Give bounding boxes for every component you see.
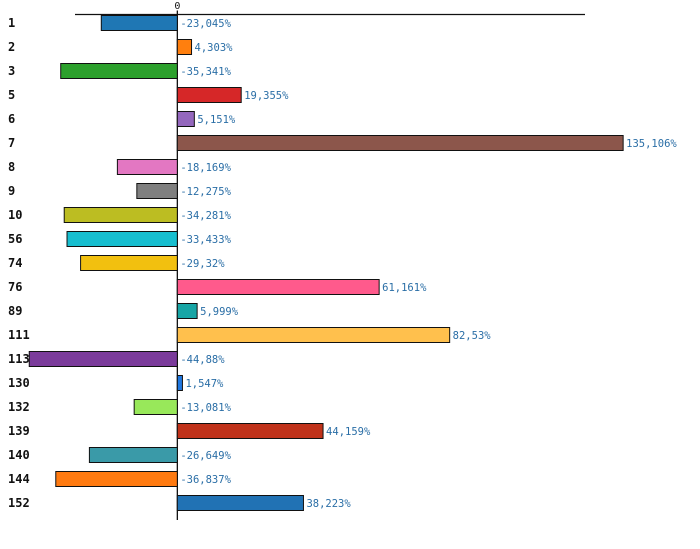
category-label: 9: [8, 184, 15, 198]
data-label: 5,151%: [197, 114, 236, 126]
data-label: -13,081%: [180, 402, 231, 414]
data-label: 4,303%: [195, 42, 234, 54]
category-label: 2: [8, 40, 15, 54]
category-label: 140: [8, 448, 30, 462]
data-label: -34,281%: [180, 210, 231, 222]
category-label: 76: [8, 280, 22, 294]
category-label: 5: [8, 88, 15, 102]
bar: [136, 183, 178, 199]
category-label: 113: [8, 352, 30, 366]
data-label: -18,169%: [180, 162, 231, 174]
x-tick-label-zero: 0: [174, 1, 180, 12]
data-label: -35,341%: [180, 66, 231, 78]
bar: [176, 39, 193, 55]
data-label: -12,275%: [180, 186, 231, 198]
bar: [80, 255, 178, 271]
bar: [176, 303, 198, 319]
category-label: 3: [8, 64, 15, 78]
data-label: 38,223%: [306, 498, 351, 510]
bar: [176, 375, 183, 391]
bar: [176, 87, 242, 103]
category-label: 111: [8, 328, 30, 342]
data-label: 5,999%: [200, 306, 239, 318]
data-label: -26,649%: [180, 450, 231, 462]
data-label: -23,045%: [180, 18, 231, 30]
bar: [100, 15, 178, 31]
category-label: 7: [8, 136, 15, 150]
bar: [66, 231, 178, 247]
category-label: 139: [8, 424, 30, 438]
category-label: 10: [8, 208, 22, 222]
category-label: 144: [8, 472, 30, 486]
bar: [176, 279, 380, 295]
bars-group: 1 -23,045% 2 4,303% 3 -35,341% 5 19,355% 6 5,151%…: [8, 15, 677, 511]
bar: [55, 471, 178, 487]
data-label: 82,53%: [453, 330, 492, 342]
category-label: 74: [8, 256, 22, 270]
data-label: -44,88%: [180, 354, 225, 366]
bar: [176, 327, 451, 343]
bar: [133, 399, 178, 415]
data-label: 1,547%: [185, 378, 224, 390]
bar: [63, 207, 178, 223]
category-label: 6: [8, 112, 15, 126]
category-label: 89: [8, 304, 22, 318]
data-label: -33,433%: [180, 234, 231, 246]
category-label: 152: [8, 496, 30, 510]
data-label: 135,106%: [626, 138, 677, 150]
data-label: 44,159%: [326, 426, 371, 438]
category-label: 8: [8, 160, 15, 174]
category-label: 132: [8, 400, 30, 414]
bar: [116, 159, 178, 175]
data-label: -36,837%: [180, 474, 231, 486]
data-label: 61,161%: [382, 282, 427, 294]
bar: [88, 447, 178, 463]
bar: [176, 135, 624, 151]
category-label: 1: [8, 16, 15, 30]
bar: [176, 423, 324, 439]
bar: [176, 495, 304, 511]
bar: [28, 351, 178, 367]
data-label: 19,355%: [244, 90, 289, 102]
bar: [176, 111, 195, 127]
data-label: -29,32%: [180, 258, 225, 270]
category-label: 130: [8, 376, 30, 390]
bar: [60, 63, 178, 79]
category-label: 56: [8, 232, 22, 246]
